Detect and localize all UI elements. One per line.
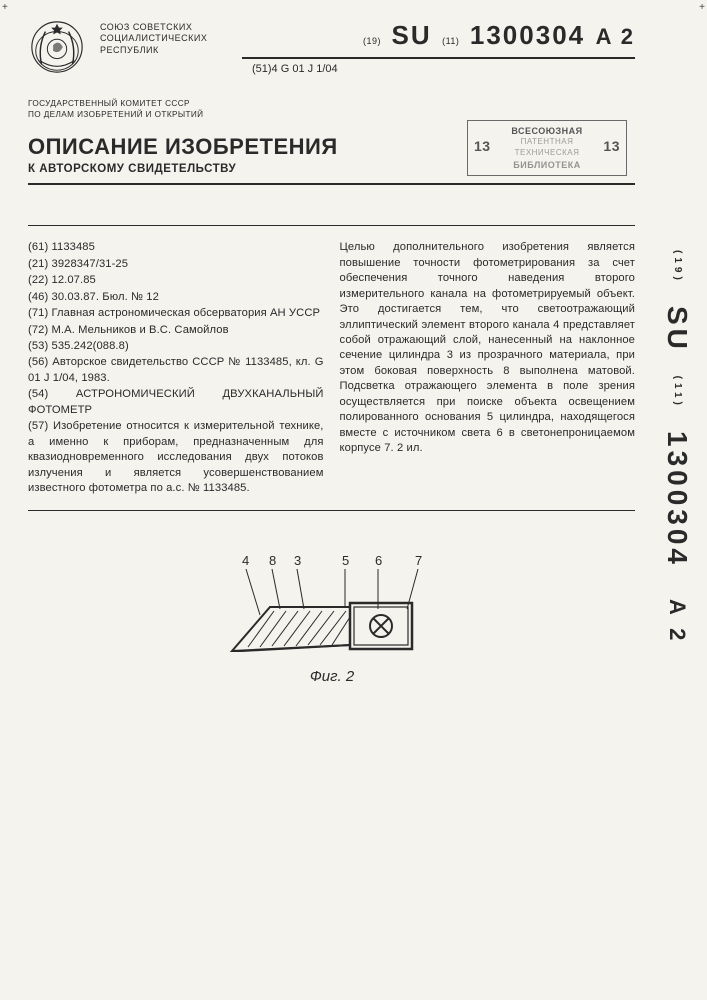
fig-label: 7 <box>415 553 422 568</box>
side-prefix: (19) <box>672 250 683 284</box>
figure-block: 4 8 3 5 6 7 <box>28 551 635 706</box>
body-columns: (61) 1133485 (21) 3928347/31-25 (22) 12.… <box>28 240 635 497</box>
committee-line: ПО ДЕЛАМ ИЗОБРЕТЕНИЙ И ОТКРЫТИЙ <box>28 110 238 121</box>
field-71: (71) Главная астрономическая обсерватори… <box>28 306 324 321</box>
fig-label: 4 <box>242 553 249 568</box>
field-22: (22) 12.07.85 <box>28 273 324 288</box>
fig-label: 6 <box>375 553 382 568</box>
field-21: (21) 3928347/31-25 <box>28 257 324 272</box>
pub-mid: (11) <box>442 36 459 46</box>
title-rule <box>28 183 635 185</box>
fig-label: 8 <box>269 553 276 568</box>
library-stamp: ВСЕСОЮЗНАЯ 13 ПАТЕНТНАЯ ТЕХНИЧЕСКАЯ 13 Б… <box>467 120 627 176</box>
side-country: SU <box>662 306 693 353</box>
stamp-bottom: БИБЛИОТЕКА <box>474 159 620 171</box>
abstract-text: Целью дополнительного изобретения являет… <box>340 240 636 456</box>
figure-svg: 4 8 3 5 6 7 <box>202 551 462 701</box>
body-bottom-rule <box>28 510 635 511</box>
figure-caption: Фиг. 2 <box>309 668 354 685</box>
reg-mark: + <box>2 2 8 13</box>
soviet-line: СОЦИАЛИСТИЧЕСКИХ <box>100 33 230 44</box>
field-57: (57) Изобретение относится к измерительн… <box>28 419 324 496</box>
reg-mark: + <box>699 2 705 13</box>
side-number: 1300304 <box>662 431 693 568</box>
fig-label: 5 <box>342 553 349 568</box>
left-column: (61) 1133485 (21) 3928347/31-25 (22) 12.… <box>28 240 324 497</box>
stamp-top: ВСЕСОЮЗНАЯ <box>474 125 620 137</box>
committee-line: ГОСУДАРСТВЕННЫЙ КОМИТЕТ СССР <box>28 99 238 110</box>
body-top-rule <box>28 225 635 226</box>
field-56: (56) Авторское свидетельство СССР № 1133… <box>28 355 324 386</box>
emblem-icon <box>28 18 86 76</box>
committee-name: ГОСУДАРСТВЕННЫЙ КОМИТЕТ СССР ПО ДЕЛАМ ИЗ… <box>28 99 238 120</box>
stamp-right-num: 13 <box>603 137 620 159</box>
field-54: (54) АСТРОНОМИЧЕСКИЙ ДВУХКАНАЛЬНЫЙ ФОТОМ… <box>28 387 324 418</box>
patent-page: + + СОЮЗ СОВЕТСКИХ СОЦИАЛИСТИЧЕСКИХ РЕСП… <box>0 0 707 1000</box>
side-publication-label: (19) SU (11) 1300304 A 2 <box>653 250 701 770</box>
header-row: СОЮЗ СОВЕТСКИХ СОЦИАЛИСТИЧЕСКИХ РЕСПУБЛИ… <box>28 18 635 81</box>
field-72: (72) М.А. Мельников и В.С. Самойлов <box>28 323 324 338</box>
stamp-mid: ТЕХНИЧЕСКАЯ <box>515 148 580 157</box>
committee-row: ГОСУДАРСТВЕННЫЙ КОМИТЕТ СССР ПО ДЕЛАМ ИЗ… <box>28 99 635 120</box>
pub-suffix: A 2 <box>596 24 635 49</box>
soviet-line: РЕСПУБЛИК <box>100 45 230 56</box>
fig-label: 3 <box>294 553 301 568</box>
publication-number: (19) SU (11) 1300304 A 2 (51)4 G 01 J 1/… <box>242 18 635 75</box>
field-61: (61) 1133485 <box>28 240 324 255</box>
side-suffix: A 2 <box>665 599 690 644</box>
ipc-code: (51)4 G 01 J 1/04 <box>252 63 635 75</box>
pub-country: SU <box>392 20 432 51</box>
side-mid: (11) <box>672 376 683 409</box>
right-column: Целью дополнительного изобретения являет… <box>340 240 636 497</box>
stamp-left-num: 13 <box>474 137 491 159</box>
header-rule <box>242 57 635 59</box>
pub-number: 1300304 <box>470 20 585 51</box>
soviet-union-name: СОЮЗ СОВЕТСКИХ СОЦИАЛИСТИЧЕСКИХ РЕСПУБЛИ… <box>100 18 230 56</box>
field-53: (53) 535.242(088.8) <box>28 339 324 354</box>
state-emblem <box>28 18 88 81</box>
pub-prefix: (19) <box>363 36 381 46</box>
field-46: (46) 30.03.87. Бюл. № 12 <box>28 290 324 305</box>
stamp-mid: ПАТЕНТНАЯ <box>521 137 574 146</box>
soviet-line: СОЮЗ СОВЕТСКИХ <box>100 22 230 33</box>
